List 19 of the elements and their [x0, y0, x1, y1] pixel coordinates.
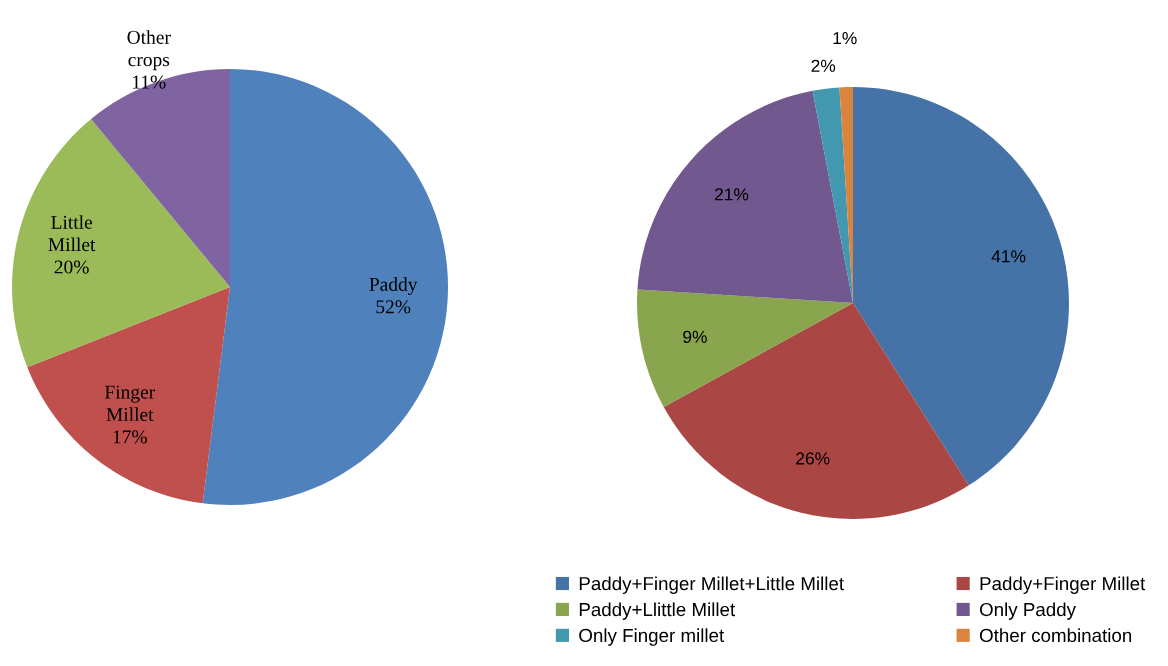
data-label: 20%: [54, 260, 89, 274]
slice-label: Other crops: [127, 30, 171, 71]
data-label: 2%: [811, 59, 836, 72]
data-label: 21%: [714, 188, 749, 201]
slice-label: Little Millet: [48, 215, 96, 252]
legend-label: Other combination: [979, 628, 1132, 643]
legend-label: Only Finger millet: [579, 628, 725, 646]
legend-label: Paddy+Finger Millet: [980, 576, 1146, 594]
legend-label: Paddy+Llittle Millet: [579, 602, 736, 620]
data-label: 1%: [833, 32, 857, 45]
legend-label: Only Paddy: [979, 602, 1076, 620]
slice-label: Paddy: [369, 277, 418, 295]
data-label: 26%: [796, 452, 830, 465]
data-label: 41%: [991, 250, 1026, 263]
data-label: 17%: [113, 430, 147, 444]
data-label: 52%: [376, 300, 411, 314]
data-label: 9%: [683, 330, 707, 343]
slice-label: Finger Millet: [104, 385, 155, 422]
legend-label: Paddy+Finger Millet+Little Millet: [579, 576, 844, 594]
